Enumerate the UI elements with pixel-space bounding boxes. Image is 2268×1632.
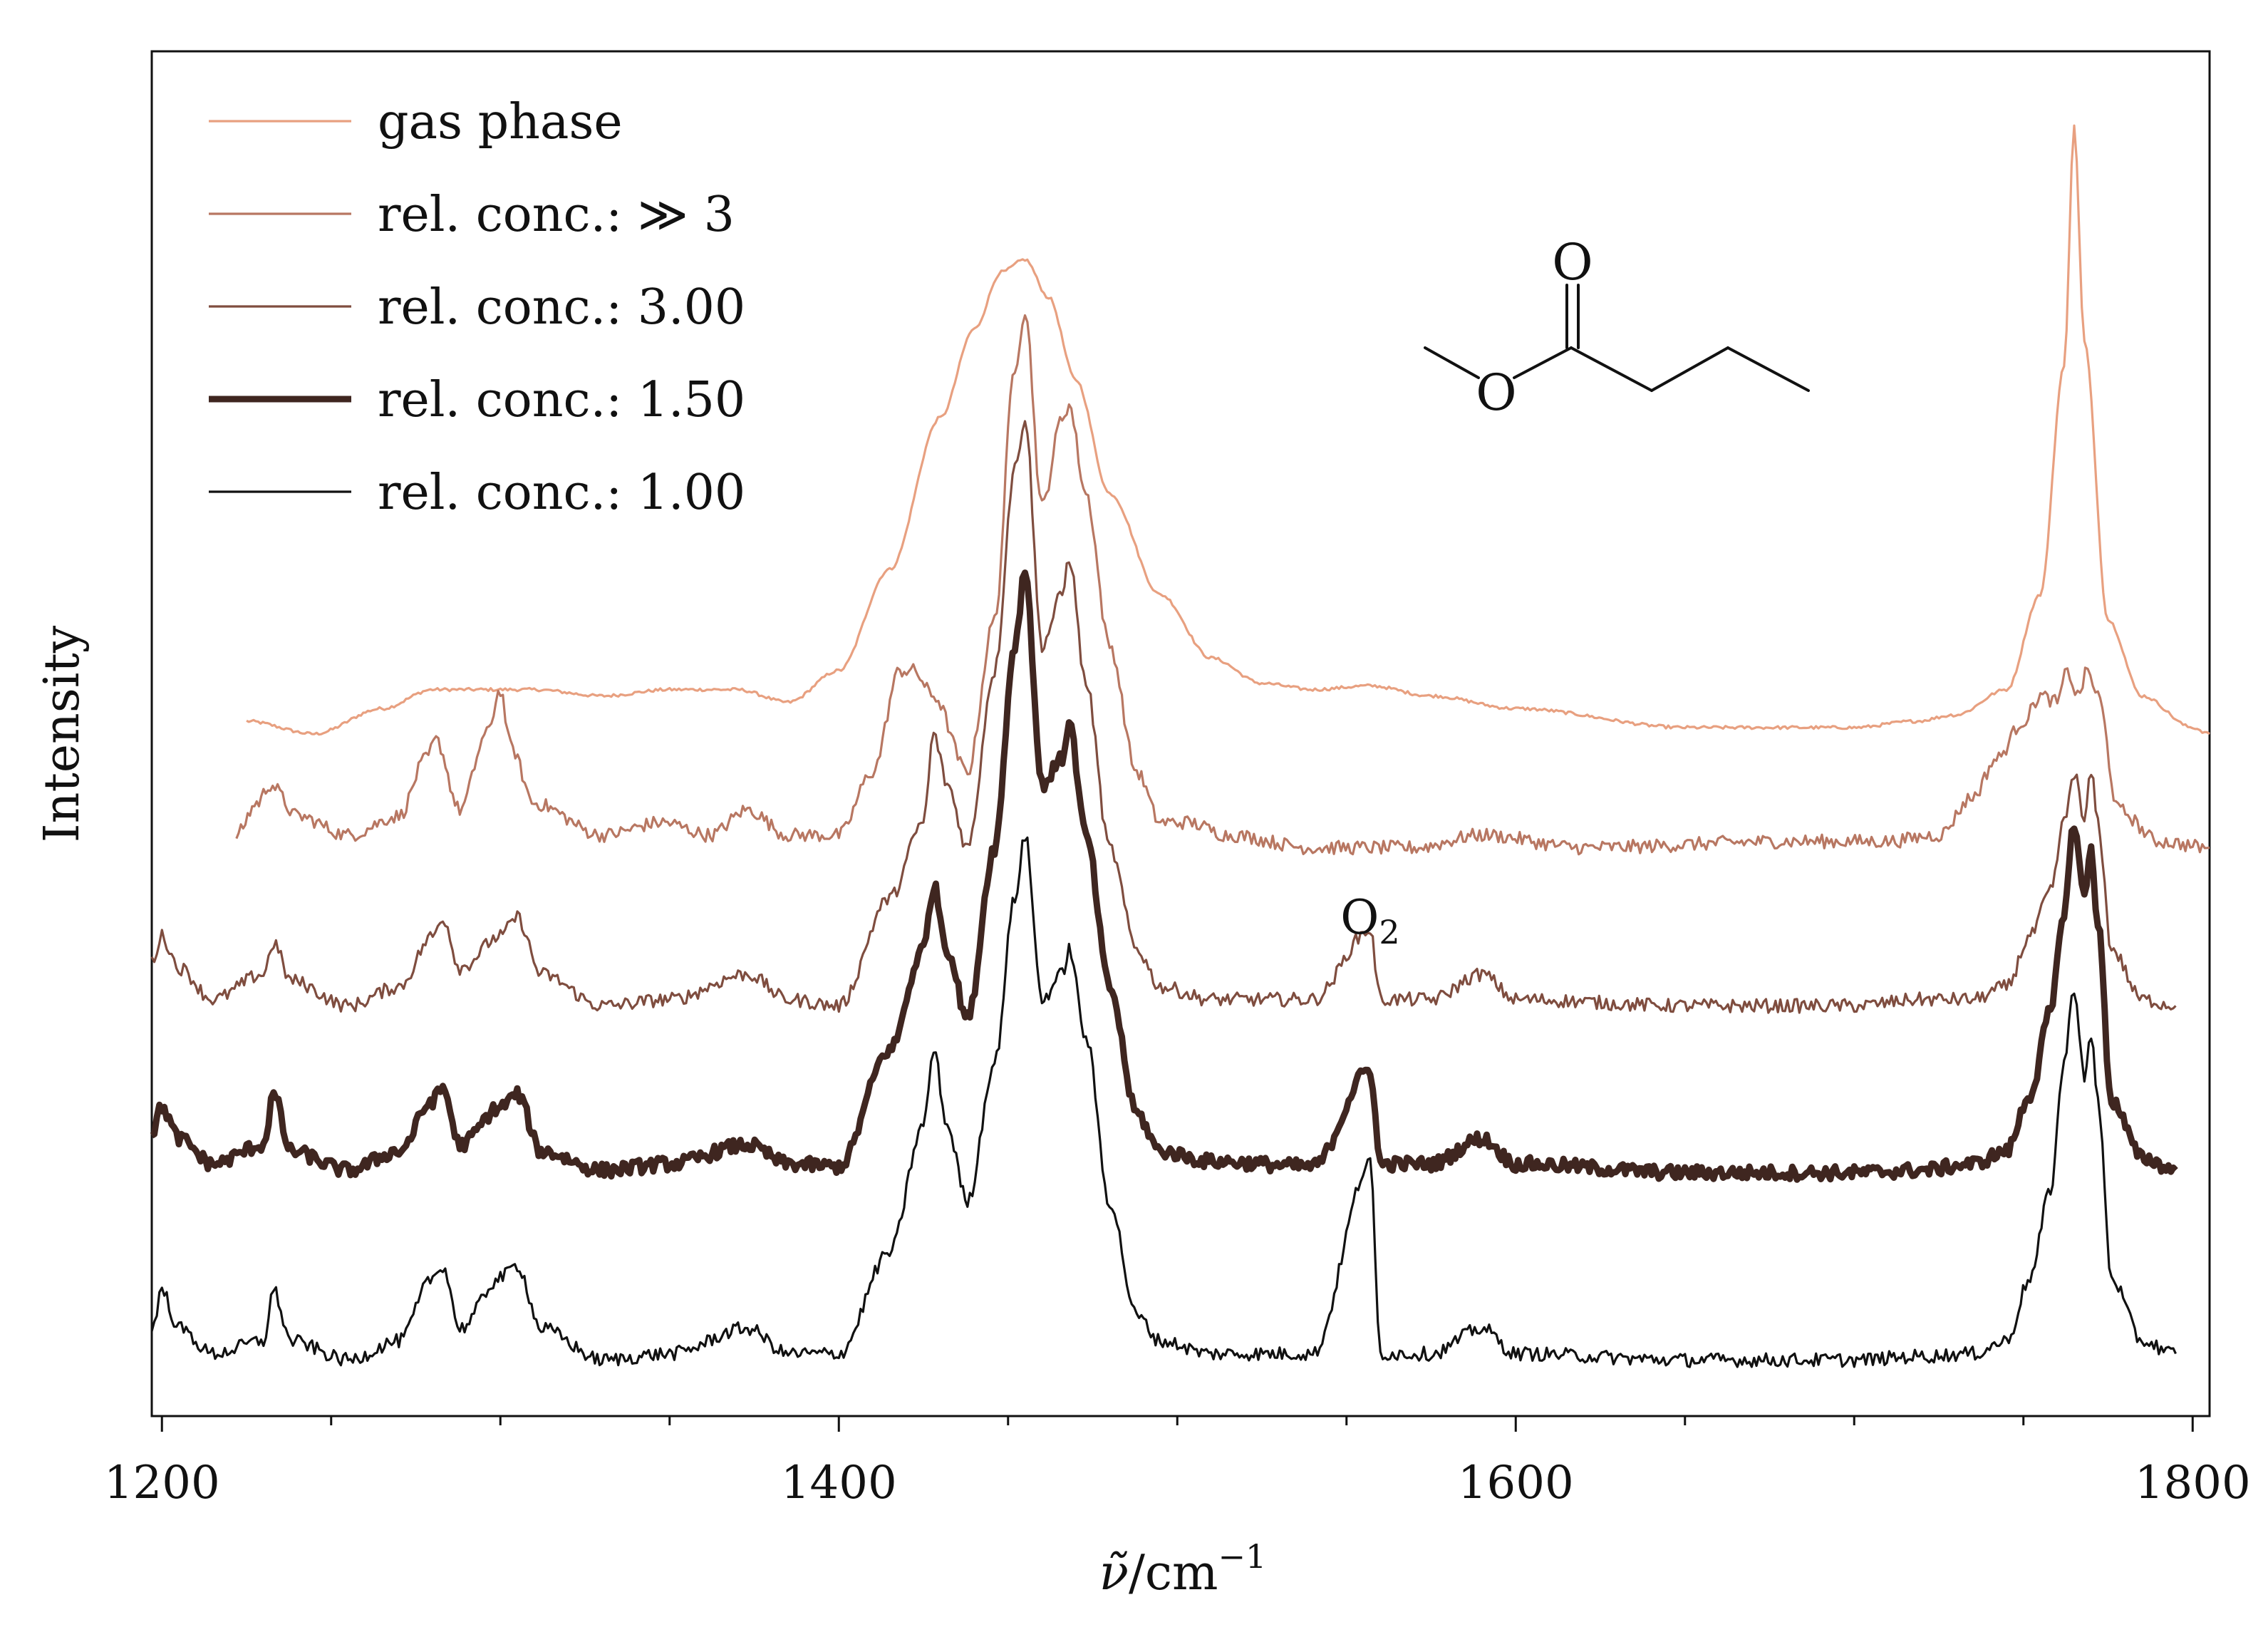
bond-methyl-o bbox=[1424, 346, 1480, 379]
peak-annotation-1: O2 bbox=[1340, 890, 1399, 951]
annotations: O2 bbox=[1340, 890, 1399, 951]
legend-label-4: rel. conc.: 1.50 bbox=[378, 372, 745, 428]
x-tick-label-2: 1400 bbox=[781, 1457, 897, 1509]
bond-o-carbonyl-c bbox=[1513, 346, 1573, 379]
series-line-1 bbox=[246, 124, 2210, 736]
legend-label-2: rel. conc.: ≫ 3 bbox=[378, 187, 735, 243]
atom-label-ester-oxygen: O bbox=[1476, 363, 1516, 422]
x-axis-ticks bbox=[160, 1416, 2194, 1432]
peak-annotation-subscript: 2 bbox=[1379, 913, 1399, 951]
bond-ch2-ch2 bbox=[1650, 346, 1729, 392]
legend: gas phase rel. conc.: ≫ 3 rel. conc.: 3.00… bbox=[209, 94, 745, 521]
x-axis-label-exponent: −1 bbox=[1218, 1537, 1267, 1576]
y-axis-label: Intensity bbox=[34, 625, 90, 842]
peak-annotation-text: O bbox=[1340, 890, 1379, 945]
bond-c-ch2 bbox=[1570, 346, 1653, 392]
x-axis-label-unit: /cm bbox=[1129, 1545, 1218, 1601]
x-tick-label-3: 1600 bbox=[1458, 1457, 1574, 1509]
bond-ch2-ch3 bbox=[1726, 346, 1810, 392]
series-line-5 bbox=[150, 836, 2177, 1368]
legend-label-1: gas phase bbox=[378, 94, 623, 150]
molecule-structure bbox=[1424, 284, 1810, 392]
spectral-traces bbox=[150, 124, 2210, 1368]
series-line-3 bbox=[150, 420, 2177, 1014]
x-axis-label-symbol: ν̃ bbox=[1099, 1545, 1129, 1601]
atom-label-carbonyl-oxygen: O bbox=[1552, 233, 1593, 291]
plot-frame bbox=[150, 50, 2211, 1417]
series-line-4 bbox=[150, 569, 2178, 1183]
legend-label-3: rel. conc.: 3.00 bbox=[378, 279, 745, 336]
legend-label-5: rel. conc.: 1.00 bbox=[378, 465, 745, 521]
x-tick-label-1: 1200 bbox=[104, 1457, 220, 1509]
x-axis-label: ν̃/cm−1 bbox=[1099, 1537, 1267, 1601]
x-tick-label-4: 1800 bbox=[2135, 1457, 2251, 1509]
x-axis-tick-labels: 1200 1400 1600 1800 bbox=[104, 1457, 2251, 1509]
series-line-2 bbox=[235, 314, 2210, 856]
